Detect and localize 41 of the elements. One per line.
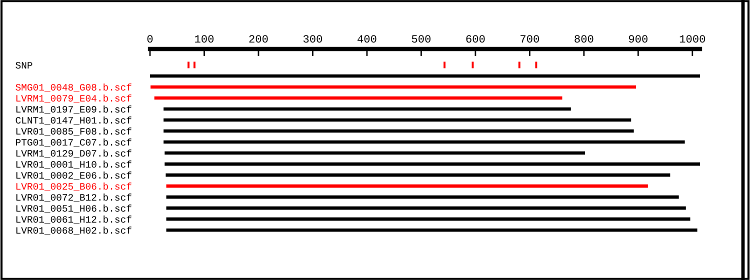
x-tick-label: 0 bbox=[147, 35, 153, 43]
y-tick-label: LVRM1_0079_E04.b.scf bbox=[16, 94, 132, 103]
bar bbox=[166, 217, 690, 221]
bar bbox=[164, 140, 685, 144]
y-tick-label: LVR01_0085_F08.b.scf bbox=[16, 127, 132, 136]
bar bbox=[150, 74, 700, 78]
y-tick-label: SMG01_0048_G08.b.scf bbox=[16, 83, 132, 92]
bar bbox=[164, 162, 700, 166]
y-tick-label: PTG01_0017_C07.b.scf bbox=[16, 138, 132, 147]
bar bbox=[166, 228, 698, 232]
bar bbox=[166, 184, 648, 188]
y-tick-label: LVRM1_0129_D07.b.scf bbox=[16, 150, 132, 158]
y-tick-label: SNP bbox=[16, 62, 32, 69]
y-tick-label: LVR01_0002_E06.b.scf bbox=[16, 172, 132, 180]
bar bbox=[150, 85, 636, 89]
bar bbox=[154, 96, 562, 100]
bar bbox=[164, 129, 634, 133]
bar bbox=[166, 173, 670, 177]
x-tick-label: 100 bbox=[195, 35, 214, 43]
bar bbox=[166, 206, 686, 210]
y-tick-label: LVR01_0025_B06.b.scf bbox=[16, 182, 132, 191]
y-tick-label: LVR01_0001_H10.b.scf bbox=[16, 160, 132, 169]
x-tick-label: 700 bbox=[520, 35, 539, 43]
x-tick-label: 800 bbox=[574, 35, 594, 43]
y-tick-label: LVRM1_0197_E09.b.scf bbox=[16, 105, 132, 114]
y-tick-label: CLNT1_0147_H01.b.scf bbox=[16, 116, 132, 125]
y-tick-label: LVR01_0068_H02.b.scf bbox=[16, 226, 132, 235]
x-tick-label: 600 bbox=[466, 35, 485, 43]
bar bbox=[164, 151, 586, 155]
x-tick-label: 500 bbox=[412, 35, 431, 43]
y-tick-label: LVR01_0051_H06.b.scf bbox=[16, 204, 132, 213]
bar bbox=[166, 195, 679, 199]
x-tick-label: 900 bbox=[628, 35, 648, 43]
bar bbox=[164, 118, 632, 122]
bar bbox=[164, 107, 571, 111]
x-tick-label: 400 bbox=[358, 35, 376, 43]
x-tick-label: 300 bbox=[303, 35, 322, 43]
x-tick-label: 1000 bbox=[680, 35, 706, 43]
x-tick-label: 200 bbox=[249, 35, 268, 43]
y-tick-label: LVR01_0072_B12.b.scf bbox=[16, 194, 132, 202]
y-tick-label: LVR01_0061_H12.b.scf bbox=[16, 216, 132, 224]
